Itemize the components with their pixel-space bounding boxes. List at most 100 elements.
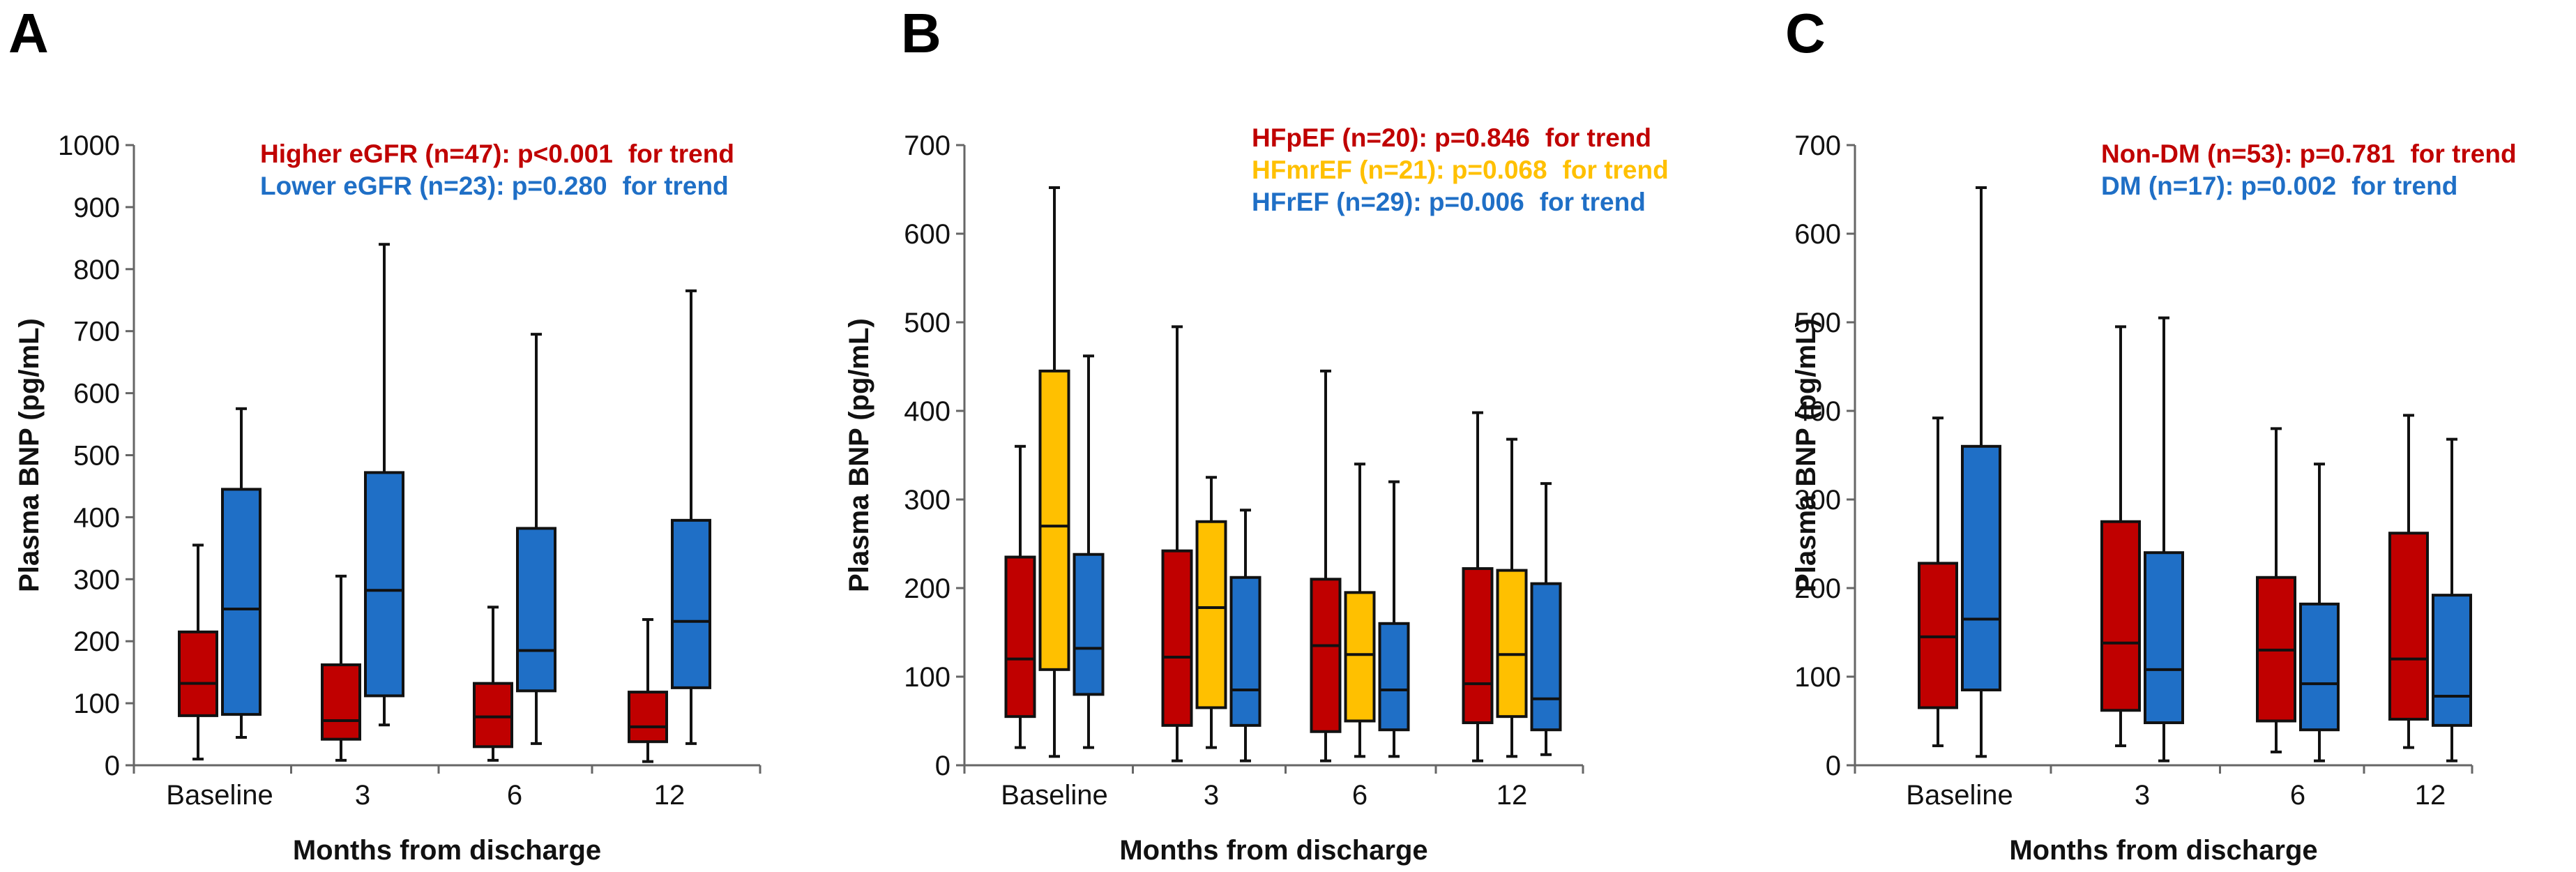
legend-entry: HFmrEF (n=21): p=0.068 for trend	[1252, 156, 1669, 184]
y-tick-label: 500	[904, 308, 950, 338]
y-tick-label: 600	[73, 379, 120, 409]
box-body	[1496, 569, 1528, 719]
y-tick-label: 400	[904, 396, 950, 427]
box-body	[628, 691, 668, 744]
box-dm	[1961, 186, 2001, 758]
legend-suffix: for trend	[2410, 140, 2516, 168]
box-body	[2144, 551, 2184, 725]
box-body	[671, 518, 711, 689]
box-higher-egfr	[321, 574, 361, 762]
y-tick-label: 200	[1794, 573, 1841, 604]
legend-entry: Non-DM (n=53): p=0.781 for trend	[2101, 140, 2517, 168]
y-tick-label: 600	[904, 219, 950, 250]
box-body	[2388, 532, 2429, 721]
box-hfref	[1378, 480, 1410, 758]
x-tick-label: 6	[2290, 780, 2305, 811]
box-hfref	[1073, 354, 1105, 749]
box-body	[1161, 549, 1193, 727]
panel-label: A	[8, 2, 49, 64]
legend-label: DM (n=17): p=0.002	[2101, 172, 2336, 200]
x-tick-label: 12	[2415, 780, 2446, 811]
legend-suffix: for trend	[1540, 188, 1646, 216]
x-tick-label: Baseline	[1906, 780, 2013, 811]
y-tick-label: 200	[904, 573, 950, 604]
box-hfmref	[1038, 186, 1070, 758]
box-hfmref	[1195, 476, 1227, 749]
box-body	[221, 488, 262, 716]
y-tick-label: 700	[1794, 130, 1841, 161]
panel-label: C	[1785, 2, 1826, 64]
box-hfref	[1530, 482, 1562, 756]
x-axis-title: Months from discharge	[1119, 835, 1427, 866]
box-hfmref	[1496, 437, 1528, 758]
x-tick-label: 3	[355, 780, 370, 811]
box-body	[1229, 576, 1262, 727]
panel-b: B 0 100 200 300 400 500 600 700 Baseline 3 6 12 Month…	[844, 2, 1669, 866]
legend-label: HFmrEF (n=21): p=0.068	[1252, 156, 1547, 184]
box-hfpef	[1462, 411, 1494, 762]
box-higher-egfr	[628, 618, 668, 763]
x-tick-label: 6	[1352, 780, 1367, 811]
box-dm	[2299, 463, 2340, 762]
y-tick-label: 700	[73, 317, 120, 347]
legend-suffix: for trend	[1563, 156, 1669, 184]
box-body	[1530, 582, 1562, 732]
panel-label: B	[901, 2, 941, 64]
box-hfpef	[1310, 369, 1342, 762]
box-body	[1961, 444, 2001, 692]
y-tick-label: 100	[904, 662, 950, 693]
box-body	[1038, 369, 1070, 671]
y-axis-title: Plasma BNP (pg/mL)	[844, 318, 874, 592]
box-body	[2100, 520, 2141, 712]
y-tick-label: 100	[1794, 662, 1841, 693]
box-lower-egfr	[221, 407, 262, 739]
x-tick-label: Baseline	[166, 780, 273, 811]
box-body	[1378, 622, 1410, 732]
y-axis-title: Plasma BNP (pg/mL)	[14, 318, 45, 592]
x-tick-label: Baseline	[1001, 780, 1107, 811]
box-non-dm	[1918, 416, 1958, 748]
y-tick-label: 1000	[58, 130, 120, 161]
x-axis-title: Months from discharge	[2009, 835, 2317, 866]
legend-entry: Lower eGFR (n=23): p=0.280 for trend	[260, 172, 729, 200]
box-hfpef	[1161, 325, 1193, 762]
legend-suffix: for trend	[1545, 123, 1651, 152]
x-tick-label: 3	[2135, 780, 2150, 811]
x-axis-title: Months from discharge	[293, 835, 601, 866]
box-hfmref	[1344, 463, 1376, 758]
box-body	[1344, 591, 1376, 723]
y-tick-label: 900	[73, 193, 120, 223]
box-body	[1310, 578, 1342, 733]
box-higher-egfr	[178, 543, 218, 761]
y-tick-label: 400	[73, 502, 120, 533]
y-tick-label: 0	[105, 751, 120, 781]
box-hfpef	[1004, 444, 1036, 749]
box-lower-egfr	[516, 333, 556, 745]
legend-label: HFpEF (n=20): p=0.846	[1252, 123, 1530, 152]
y-tick-label: 0	[1826, 751, 1841, 781]
box-body	[473, 682, 513, 749]
y-tick-label: 500	[73, 441, 120, 472]
y-tick-label: 200	[73, 626, 120, 657]
box-non-dm	[2388, 414, 2429, 749]
y-tick-label: 300	[1794, 485, 1841, 516]
box-body	[1073, 552, 1105, 696]
y-tick-label: 0	[935, 751, 950, 781]
y-axis-title: Plasma BNP (pg/mL)	[1791, 318, 1821, 592]
y-tick-label: 100	[73, 689, 120, 719]
box-non-dm	[2256, 427, 2296, 753]
box-dm	[2432, 437, 2472, 762]
x-tick-label: 12	[654, 780, 685, 811]
panel-c: C 0 100 200 300 400 500 600 700 Baseline 3 6 12 Month…	[1785, 2, 2517, 866]
y-tick-label: 300	[904, 485, 950, 516]
legend-suffix: for trend	[623, 172, 729, 200]
legend-label: Lower eGFR (n=23): p=0.280	[260, 172, 607, 200]
y-tick-label: 600	[1794, 219, 1841, 250]
box-non-dm	[2100, 325, 2141, 748]
box-body	[516, 527, 556, 693]
box-higher-egfr	[473, 606, 513, 762]
legend-entry: DM (n=17): p=0.002 for trend	[2101, 172, 2457, 200]
y-tick-label: 800	[73, 255, 120, 285]
x-tick-label: 6	[507, 780, 522, 811]
